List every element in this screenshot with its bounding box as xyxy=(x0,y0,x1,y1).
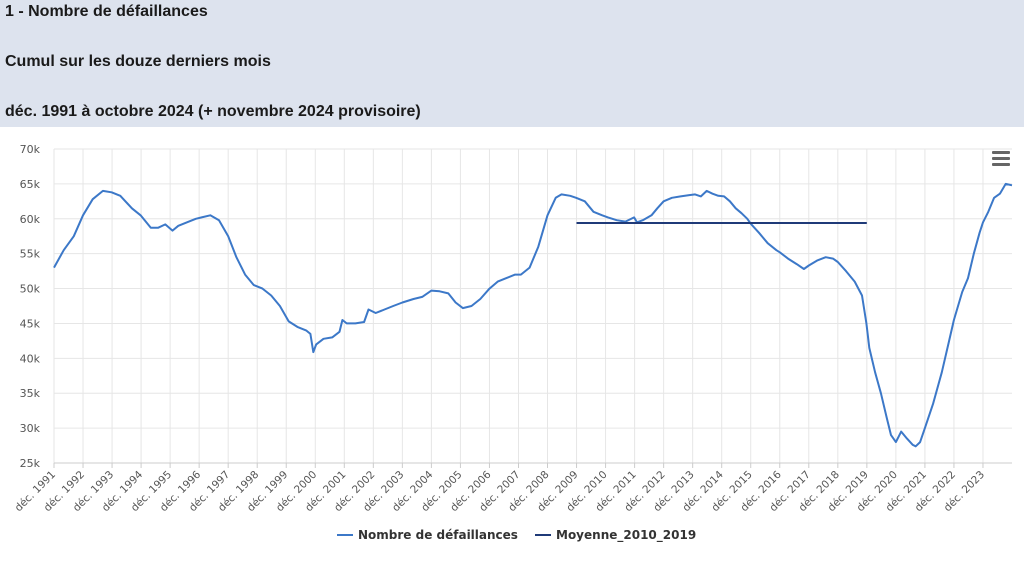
line-chart: 25k 30k 35k 40k 45k 50k 55k 60k 65k 70k déc. 1991… xyxy=(13,143,1016,543)
series-line-defaillances xyxy=(53,182,1013,448)
chart-period: déc. 1991 à octobre 2024 (+ novembre 202… xyxy=(5,103,421,120)
y-tick-label: 50k xyxy=(20,283,41,296)
legend-label: Moyenne_2010_2019 xyxy=(556,528,696,543)
gridlines xyxy=(53,148,1012,468)
legend-label: Nombre de défaillances xyxy=(358,528,518,542)
y-tick-label: 65k xyxy=(20,178,41,191)
y-tick-label: 35k xyxy=(20,387,41,400)
y-tick-label: 30k xyxy=(20,422,41,435)
series-layer xyxy=(53,182,1013,448)
chart-title-band: 1 - Nombre de défaillances Cumul sur les… xyxy=(0,0,1024,127)
y-tick-label: 25k xyxy=(20,457,41,470)
chart-title: 1 - Nombre de défaillances xyxy=(5,3,208,20)
legend-item-defaillances[interactable]: Nombre de défaillances xyxy=(337,528,518,542)
hamburger-menu-icon[interactable] xyxy=(986,145,1016,171)
chart-subtitle: Cumul sur les douze derniers mois xyxy=(5,53,271,70)
y-tick-label: 70k xyxy=(20,143,41,156)
y-tick-label: 40k xyxy=(20,352,41,365)
y-tick-label: 45k xyxy=(20,317,41,330)
legend: Nombre de défaillances Moyenne_2010_2019 xyxy=(337,528,696,543)
y-axis: 25k 30k 35k 40k 45k 50k 55k 60k 65k 70k xyxy=(20,143,41,470)
y-tick-label: 55k xyxy=(20,248,41,261)
chart-area: 25k 30k 35k 40k 45k 50k 55k 60k 65k 70k déc. 1991… xyxy=(0,127,1024,557)
y-tick-label: 60k xyxy=(20,213,41,226)
legend-item-moyenne-2010-2019[interactable]: Moyenne_2010_2019 xyxy=(535,528,696,543)
